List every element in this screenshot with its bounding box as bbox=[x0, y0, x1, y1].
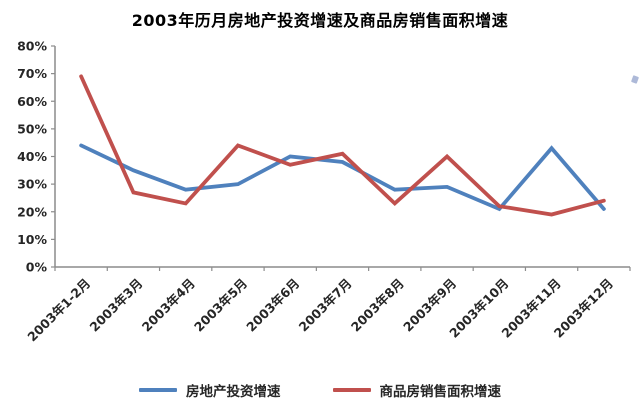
y-tick-label: 30% bbox=[17, 177, 47, 192]
legend-item-sales-area-growth: 商品房销售面积增速 bbox=[332, 380, 502, 400]
series-line-1 bbox=[79, 74, 606, 217]
x-tick-label: 2003年4月 bbox=[139, 276, 198, 335]
series-line-0 bbox=[79, 143, 606, 212]
y-tick-label: 40% bbox=[17, 149, 47, 164]
x-tick-label: 2003年5月 bbox=[191, 276, 250, 335]
y-tick-label: 10% bbox=[17, 232, 47, 247]
y-tick-label: 70% bbox=[17, 66, 47, 81]
y-tick-label: 0% bbox=[26, 260, 48, 275]
chart-legend: 房地产投资增速 商品房销售面积增速 bbox=[0, 380, 640, 400]
legend-line-swatch-blue bbox=[139, 388, 177, 392]
y-tick-label: 60% bbox=[17, 94, 47, 109]
x-tick-label: 2003年3月 bbox=[86, 276, 145, 335]
legend-label-investment-growth: 房地产投资增速 bbox=[186, 384, 281, 400]
legend-line-swatch-red bbox=[332, 388, 371, 392]
x-tick-label: 2003年6月 bbox=[243, 276, 302, 335]
x-tick-label: 2003年1-2月 bbox=[24, 276, 93, 345]
y-tick-label: 20% bbox=[17, 204, 47, 219]
legend-item-investment-growth: 房地产投资增速 bbox=[139, 380, 281, 400]
legend-label-sales-area-growth: 商品房销售面积增速 bbox=[379, 384, 502, 400]
x-tick-label: 2003年8月 bbox=[348, 276, 407, 335]
y-tick-label: 80% bbox=[17, 39, 47, 54]
chart-title: 2003年历月房地产投资增速及商品房销售面积增速 bbox=[131, 11, 509, 30]
y-tick-label: 50% bbox=[17, 121, 47, 136]
x-tick-label: 2003年7月 bbox=[296, 276, 355, 335]
